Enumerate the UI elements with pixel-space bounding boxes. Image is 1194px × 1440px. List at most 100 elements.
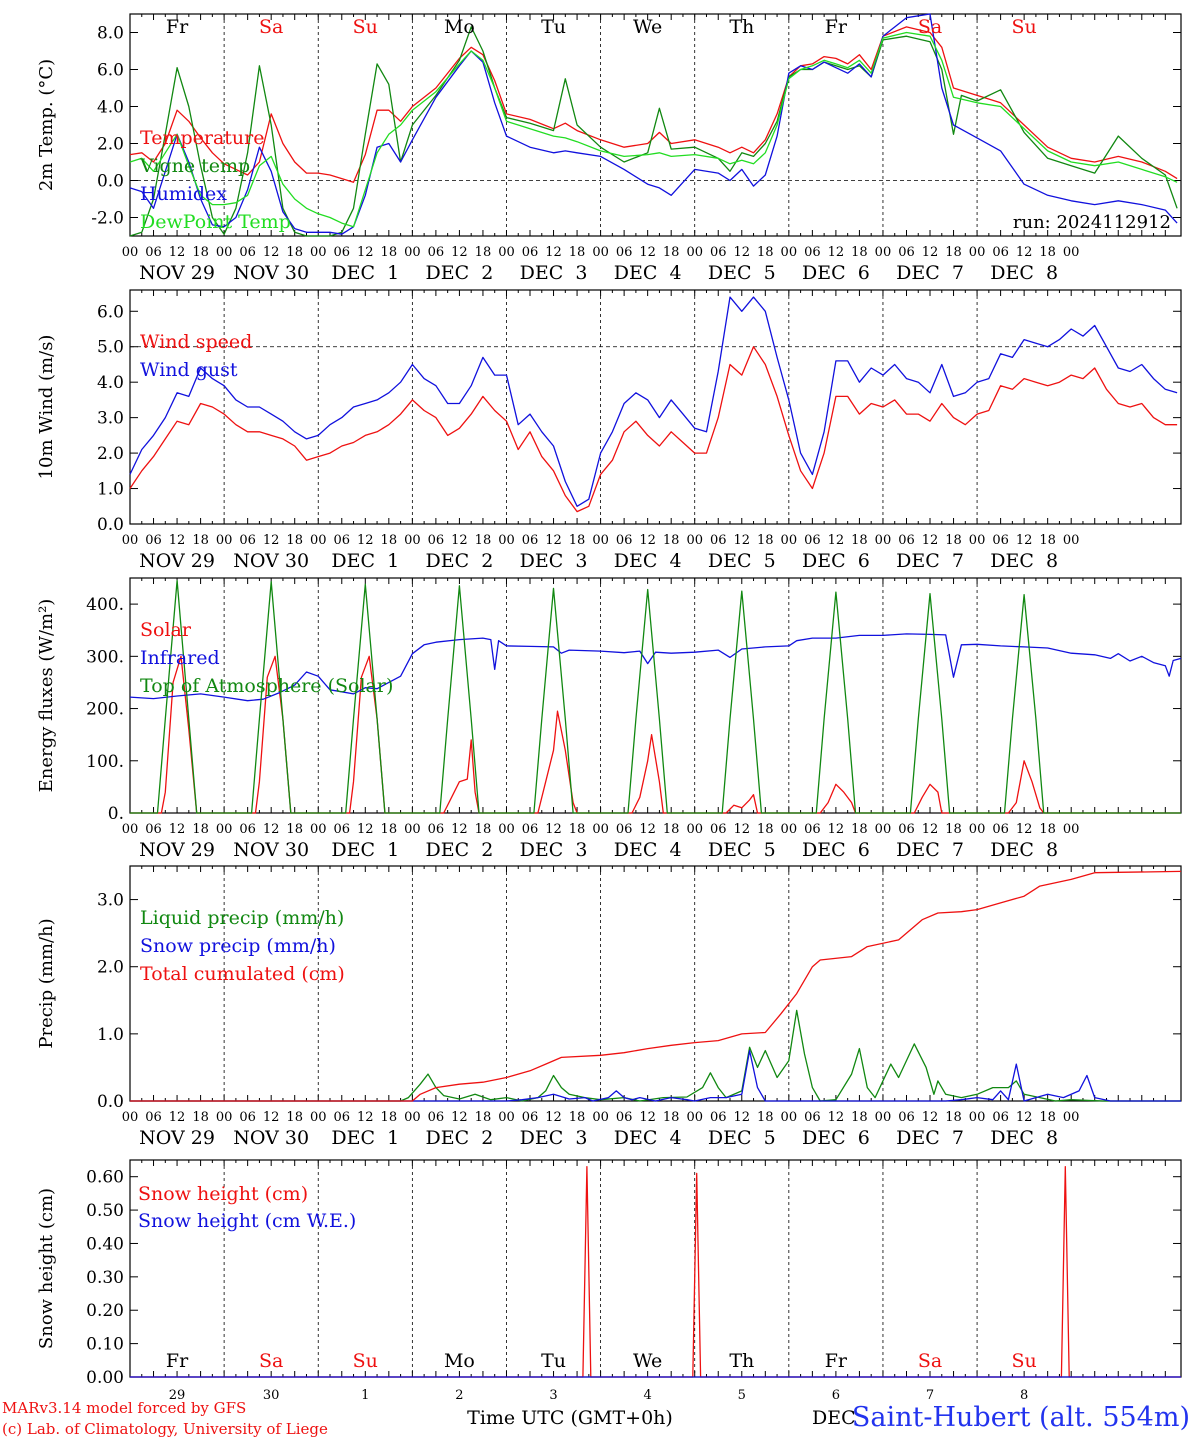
- series-line-humidex: [129, 13, 1178, 235]
- hour-tick-label: 06: [522, 533, 539, 548]
- hour-tick-label: 06: [804, 822, 821, 837]
- hour-tick-label: 18: [1039, 1110, 1056, 1125]
- hour-tick-label: 12: [263, 533, 280, 548]
- panel-2: 0.0 1.0 2.0 3.0 4.0 5.0 6.0 10m Wind (m/s) Wind …: [36, 289, 1182, 572]
- hour-tick-label: 00: [875, 533, 892, 548]
- hour-tick-label: 12: [1016, 533, 1033, 548]
- date-label: DEC 6: [802, 550, 870, 572]
- y-axis-title: 10m Wind (m/s): [36, 335, 57, 480]
- y-tick-label: 6.0: [97, 61, 124, 81]
- hour-tick-label: 18: [381, 822, 398, 837]
- hour-tick-label: 18: [757, 1110, 774, 1125]
- y-tick-label: 5.0: [97, 338, 124, 358]
- hour-tick-label: 18: [192, 245, 209, 260]
- hour-tick-label: 00: [404, 245, 421, 260]
- hour-tick-label: 00: [686, 245, 703, 260]
- hour-tick-label: 12: [922, 533, 939, 548]
- date-label: DEC 3: [520, 262, 588, 284]
- hour-tick-label: 12: [639, 822, 656, 837]
- hour-tick-label: 00: [310, 533, 327, 548]
- y-tick-label: 4.0: [97, 373, 124, 393]
- date-label: NOV 29: [139, 839, 215, 861]
- credit-line-1: MARv3.14 model forced by GFS: [2, 1399, 246, 1417]
- y-tick-label: 3.0: [97, 891, 124, 911]
- y-tick-label: 0.0: [97, 172, 124, 192]
- day-name-label: Su: [353, 1350, 378, 1372]
- series-line-vigne-temp: [129, 26, 1178, 237]
- footer: MARv3.14 model forced by GFS (c) Lab. of…: [2, 1399, 1190, 1438]
- hour-tick-label: 12: [828, 1110, 845, 1125]
- hour-tick-label: 12: [545, 533, 562, 548]
- hour-tick-label: 12: [734, 1110, 751, 1125]
- hour-tick-label: 12: [169, 822, 186, 837]
- y-axis-title: Snow height (cm): [36, 1188, 57, 1349]
- hour-tick-label: 06: [145, 822, 162, 837]
- hour-tick-label: 06: [522, 1110, 539, 1125]
- hour-tick-label: 18: [851, 1110, 868, 1125]
- date-label: DEC 2: [426, 1127, 494, 1149]
- y-tick-label: 400.: [86, 595, 124, 615]
- hour-tick-label: 18: [757, 245, 774, 260]
- hour-tick-label: 00: [969, 822, 986, 837]
- hour-tick-label: 00: [404, 822, 421, 837]
- legend-entry: DewPoint Temp: [140, 211, 291, 233]
- date-label: DEC 2: [426, 262, 494, 284]
- legend-entry: Wind speed: [140, 331, 252, 353]
- series-line-snow-precip-mm-h-: [130, 1049, 1181, 1102]
- hour-tick-label: 00: [122, 1110, 139, 1125]
- hour-tick-label: 18: [663, 533, 680, 548]
- hour-tick-label: 00: [592, 533, 609, 548]
- overlap-text: DEC: [812, 1407, 856, 1429]
- hour-tick-label: 06: [616, 245, 633, 260]
- hour-tick-label: 12: [639, 1110, 656, 1125]
- date-label: DEC 5: [708, 839, 776, 861]
- date-label: DEC 6: [802, 262, 870, 284]
- y-tick-label: 6.0: [97, 302, 124, 322]
- y-tick-label: 8.0: [97, 24, 124, 44]
- hour-tick-label: 06: [145, 245, 162, 260]
- credit-line-2: (c) Lab. of Climatology, University of L…: [2, 1420, 328, 1438]
- hour-tick-label: 00: [1063, 1110, 1080, 1125]
- hour-tick-label: 12: [828, 245, 845, 260]
- hour-tick-label: 06: [239, 245, 256, 260]
- hour-tick-label: 12: [451, 1110, 468, 1125]
- hour-tick-label: 06: [333, 1110, 350, 1125]
- hour-tick-label: 18: [286, 822, 303, 837]
- date-label: DEC 7: [896, 262, 964, 284]
- hour-tick-label: 18: [757, 533, 774, 548]
- hour-tick-label: 00: [686, 533, 703, 548]
- date-label: DEC 2: [426, 550, 494, 572]
- day-name-label: Th: [729, 16, 754, 38]
- y-tick-label: 0.0: [97, 515, 124, 535]
- hour-tick-label: 06: [898, 822, 915, 837]
- hour-tick-label: 18: [569, 822, 586, 837]
- plot-frame: [129, 13, 1182, 237]
- day-name-label: Su: [1012, 1350, 1037, 1372]
- hour-tick-label: 06: [898, 245, 915, 260]
- hour-tick-label: 18: [286, 533, 303, 548]
- y-tick-label: 0.50: [86, 1201, 124, 1221]
- legend-entry: Vigne temp: [139, 155, 250, 177]
- hour-tick-label: 12: [922, 822, 939, 837]
- y-tick-label: 4.0: [97, 98, 124, 118]
- date-label: DEC 4: [614, 550, 682, 572]
- series-line-solar: [130, 655, 1181, 814]
- date-label: DEC 4: [614, 1127, 682, 1149]
- y-tick-label: 0.0: [97, 1092, 124, 1112]
- hour-tick-label: 06: [428, 1110, 445, 1125]
- hour-tick-label: 00: [404, 1110, 421, 1125]
- hour-tick-label: 06: [428, 533, 445, 548]
- hour-tick-label: 00: [686, 822, 703, 837]
- hour-tick-label: 06: [333, 533, 350, 548]
- hour-tick-label: 12: [734, 245, 751, 260]
- y-tick-label: 0.40: [86, 1234, 124, 1254]
- y-tick-label: 2.0: [97, 135, 124, 155]
- hour-tick-label: 00: [1063, 245, 1080, 260]
- hour-tick-label: 06: [992, 1110, 1009, 1125]
- hour-tick-label: 06: [145, 1110, 162, 1125]
- hour-tick-label: 18: [945, 822, 962, 837]
- hour-tick-label: 06: [710, 245, 727, 260]
- hour-tick-label: 12: [1016, 1110, 1033, 1125]
- legend-entry: Total cumulated (cm): [140, 963, 345, 985]
- hour-tick-label: 06: [145, 533, 162, 548]
